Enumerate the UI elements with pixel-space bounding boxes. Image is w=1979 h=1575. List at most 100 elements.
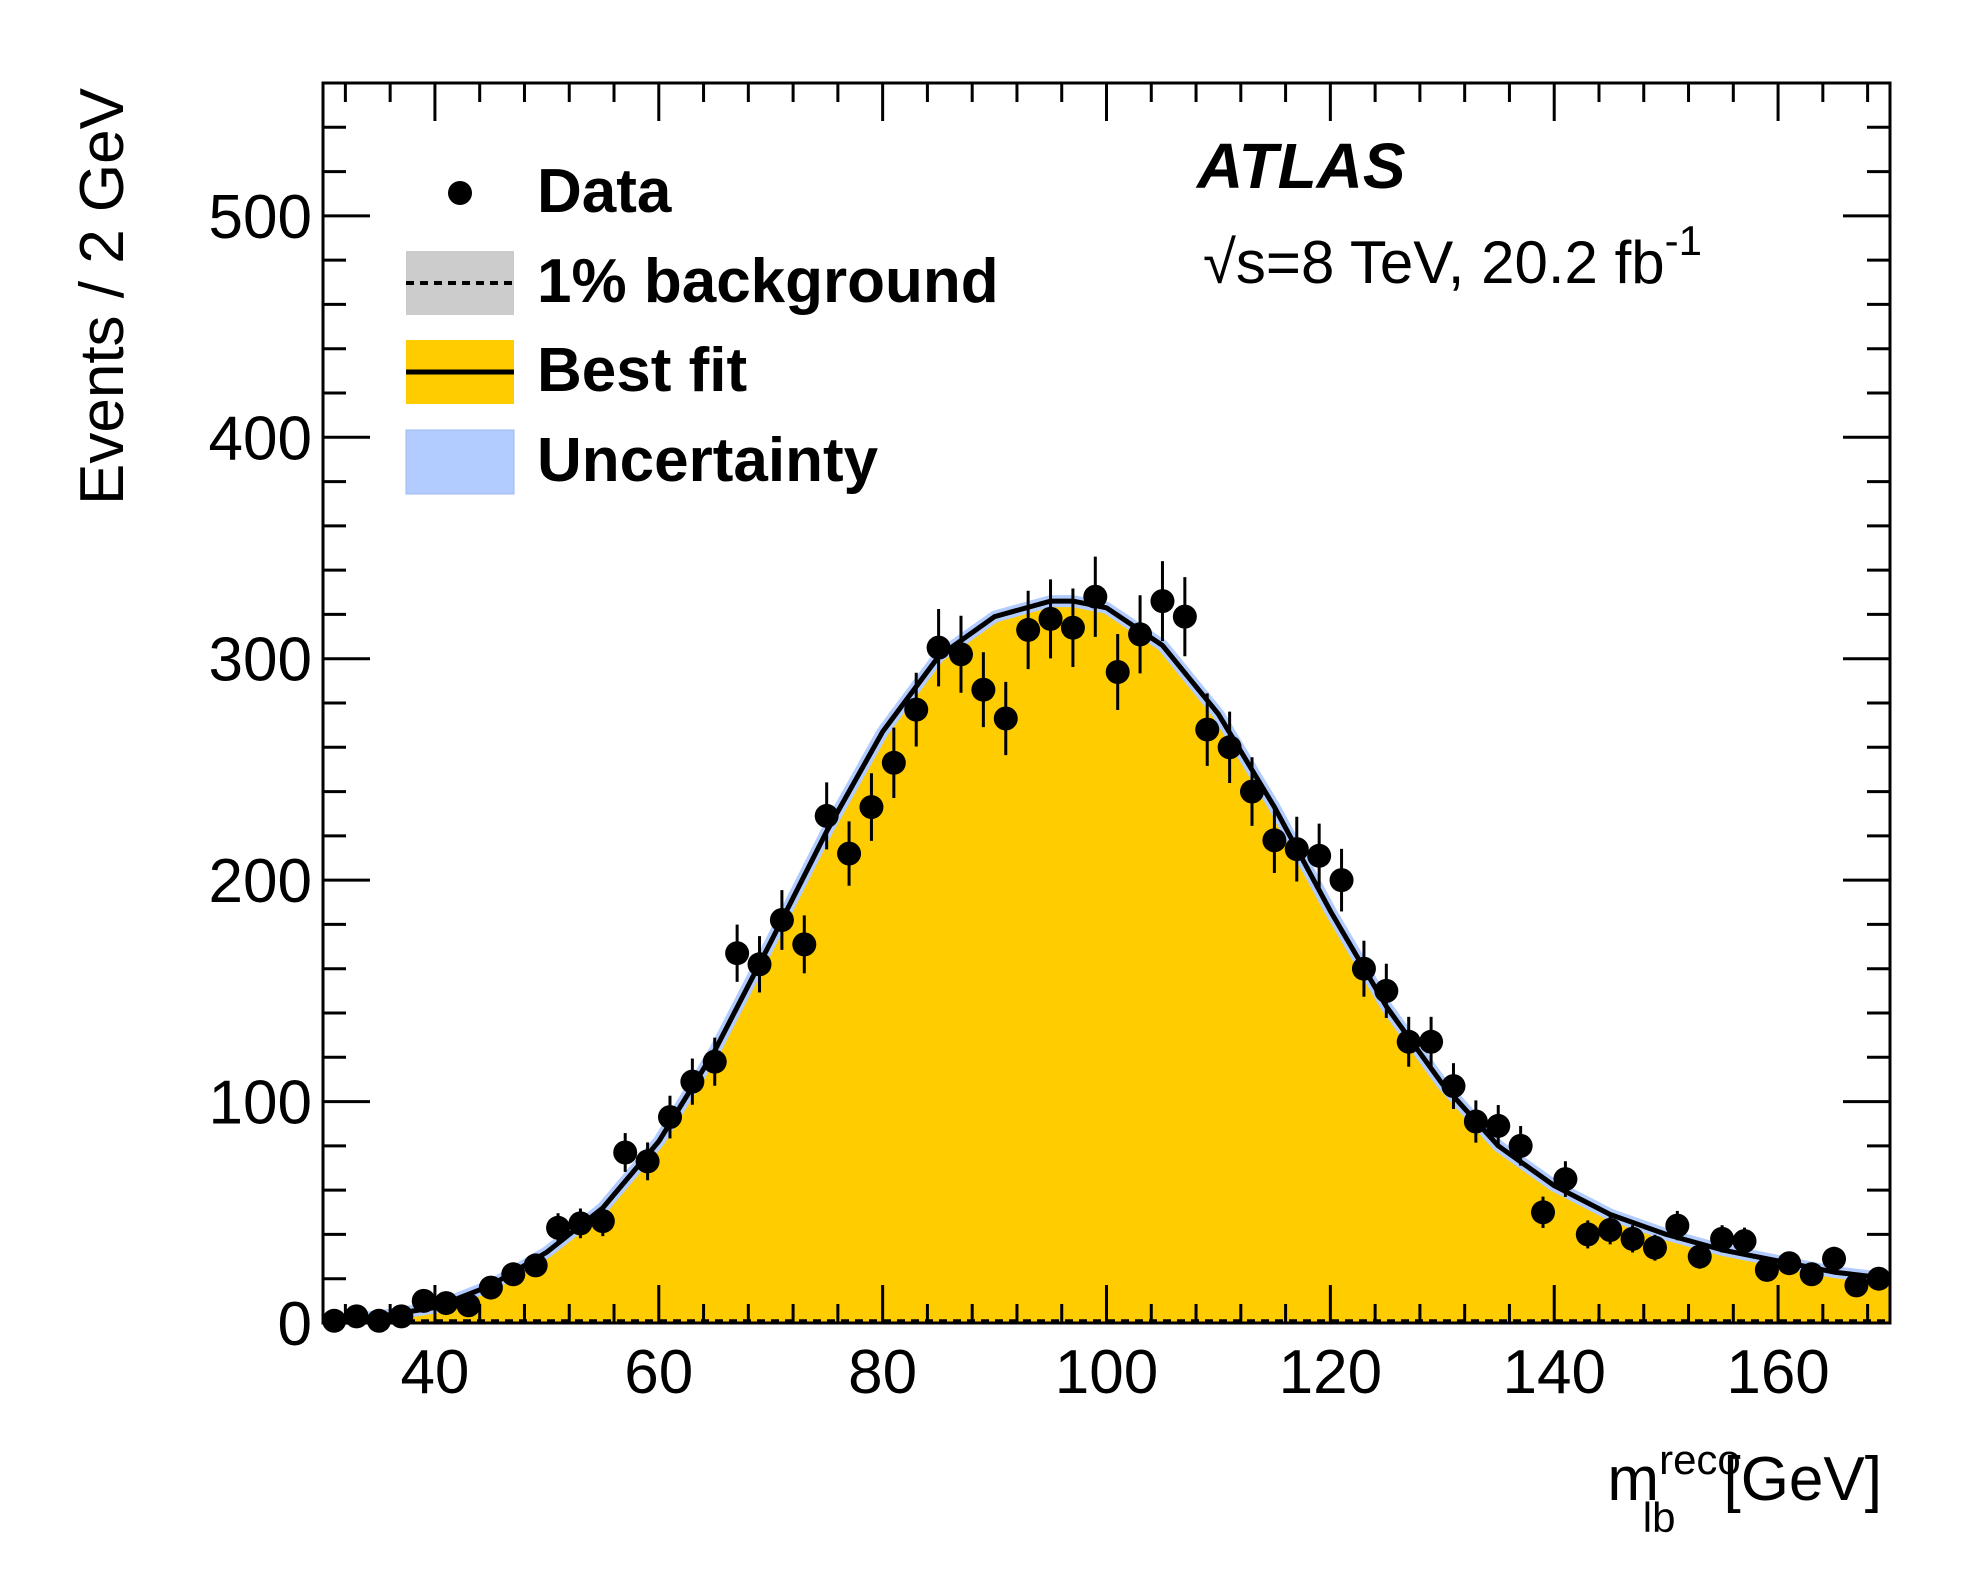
y-tick-label: 400 [209, 404, 312, 473]
best-fit-fill [323, 601, 1890, 1323]
energy-lumi-text: √s=8 TeV, 20.2 fb [1203, 229, 1665, 296]
data-point [769, 908, 794, 932]
y-tick-label: 100 [209, 1069, 312, 1138]
data-point [1553, 1167, 1578, 1192]
data-point [1195, 717, 1220, 742]
tick-labels-layer: 40 60 80 100 120 140 160 0 100 200 300 400 500 [209, 183, 1830, 1407]
data-point [1016, 617, 1041, 642]
legend-entry-background: 1% background [406, 247, 999, 316]
data-point [1262, 828, 1287, 853]
x-axis-label-sub: lb [1643, 1494, 1676, 1541]
data-point [1732, 1229, 1757, 1254]
data-point [1866, 1266, 1891, 1291]
data-point [434, 1291, 459, 1316]
data-point [1172, 604, 1197, 629]
y-axis-label: Events / 2 GeV [68, 87, 137, 505]
data-point [1710, 1226, 1735, 1251]
data-point [1396, 1029, 1421, 1054]
legend: Data 1% background Best fit Uncertainty [405, 157, 999, 495]
data-point [680, 1069, 705, 1094]
data-point [1620, 1226, 1645, 1251]
data-point [725, 941, 750, 966]
legend-uncertainty-label: Uncertainty [537, 426, 879, 495]
data-point [971, 677, 996, 702]
legend-entry-data: Data [448, 157, 672, 226]
y-tick-label: 0 [278, 1290, 312, 1359]
x-tick-label: 160 [1726, 1338, 1829, 1407]
x-tick-label: 80 [848, 1338, 917, 1407]
data-point [1240, 779, 1265, 804]
x-axis-label-main: m [1607, 1445, 1659, 1514]
legend-entry-best-fit: Best fit [406, 336, 747, 405]
lumi-unit-sup: -1 [1665, 217, 1702, 264]
data-point [546, 1215, 571, 1240]
data-point [993, 706, 1018, 731]
data-point [590, 1209, 615, 1234]
y-tick-label: 500 [209, 183, 312, 252]
data-point [1575, 1222, 1600, 1247]
y-tick-label: 200 [209, 847, 312, 916]
data-point [1060, 615, 1085, 640]
data-point [1307, 843, 1332, 868]
atlas-label: ATLAS [1195, 130, 1406, 202]
data-point [1486, 1113, 1511, 1138]
data-point [1128, 622, 1153, 647]
data-point [1083, 584, 1108, 609]
legend-uncertainty-swatch [405, 429, 515, 495]
x-tick-label: 60 [624, 1338, 693, 1407]
data-point [1284, 837, 1309, 862]
data-point [747, 952, 772, 977]
data-point [926, 635, 951, 660]
data-point [837, 841, 862, 866]
x-axis-label: mreco lb [GeV] [1607, 1436, 1882, 1541]
data-point [1754, 1257, 1779, 1282]
legend-data-marker [448, 181, 472, 205]
data-point [411, 1288, 436, 1313]
data-point [1665, 1213, 1690, 1238]
data-point [1105, 660, 1130, 684]
data-point [1329, 868, 1354, 893]
data-point [389, 1304, 414, 1329]
data-point [702, 1049, 727, 1074]
data-point [1777, 1251, 1802, 1276]
data-point [568, 1211, 593, 1236]
x-tick-label: 40 [400, 1338, 469, 1407]
data-point [1799, 1262, 1824, 1287]
y-tick-label: 300 [209, 626, 312, 695]
data-point [1642, 1235, 1667, 1260]
data-point [1351, 956, 1376, 981]
data-point [1441, 1074, 1466, 1099]
data-point [635, 1149, 660, 1174]
data-point [792, 932, 817, 957]
legend-entry-uncertainty: Uncertainty [405, 426, 879, 495]
data-point [1038, 606, 1063, 631]
data-point [881, 750, 906, 775]
data-point [814, 803, 839, 828]
data-point [322, 1308, 347, 1333]
data-point [1463, 1109, 1488, 1134]
data-point [613, 1140, 638, 1165]
data-point [344, 1304, 369, 1329]
data-point [1419, 1029, 1444, 1054]
data-point [1844, 1273, 1869, 1298]
data-point [1374, 978, 1399, 1003]
data-points-layer [322, 556, 1891, 1333]
data-point [1822, 1246, 1847, 1271]
data-point [904, 697, 929, 722]
data-point [1508, 1133, 1533, 1158]
data-point [1687, 1244, 1712, 1269]
data-point [948, 642, 973, 667]
x-axis-label-sup: reco [1659, 1436, 1741, 1483]
data-point [859, 795, 884, 820]
data-point [1217, 735, 1242, 760]
data-point [657, 1105, 682, 1130]
data-point [501, 1262, 526, 1287]
data-point [1150, 589, 1175, 614]
x-tick-label: 100 [1055, 1338, 1158, 1407]
data-point [523, 1253, 548, 1278]
data-point [366, 1308, 391, 1333]
energy-lumi-label: √s=8 TeV, 20.2 fb-1 [1203, 217, 1702, 296]
x-axis-label-unit: [GeV] [1723, 1445, 1882, 1514]
